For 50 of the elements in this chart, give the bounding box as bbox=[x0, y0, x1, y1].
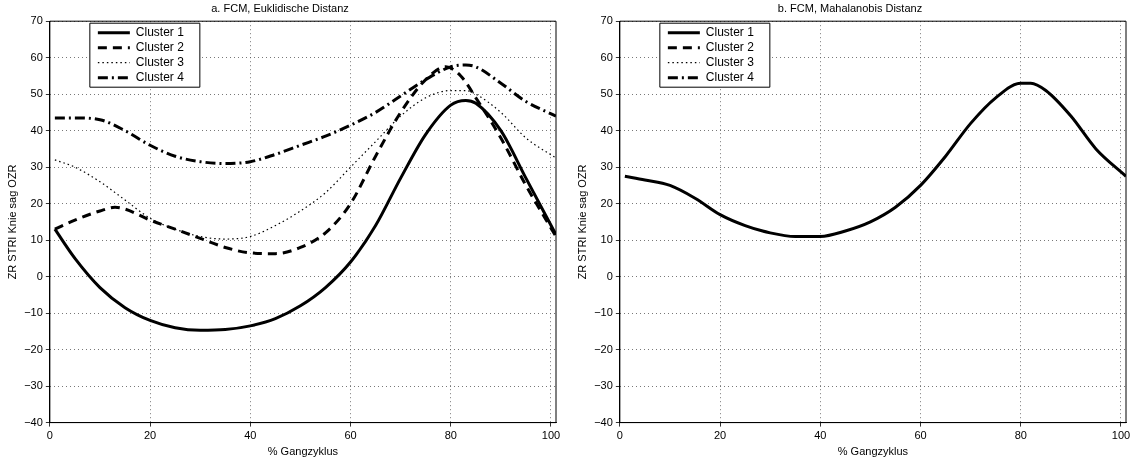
y-tick-label: 40 bbox=[30, 123, 43, 136]
x-axis-title: % Gangzyklus bbox=[837, 445, 909, 458]
legend-label: Cluster 4 bbox=[705, 70, 755, 85]
y-tick-label: 70 bbox=[30, 14, 43, 27]
legend-label: Cluster 3 bbox=[705, 55, 755, 70]
y-tick-label: −40 bbox=[24, 415, 43, 428]
y-tick-label: −20 bbox=[24, 342, 43, 355]
x-tick-label: 0 bbox=[616, 429, 623, 442]
y-tick-label: −10 bbox=[24, 306, 43, 319]
x-tick-label: 20 bbox=[143, 429, 157, 442]
y-tick-label: 20 bbox=[30, 196, 43, 209]
y-tick-label: 30 bbox=[600, 160, 613, 173]
y-tick-label: 10 bbox=[30, 233, 43, 246]
y-tick-label: 60 bbox=[600, 50, 613, 63]
y-tick-label: 0 bbox=[36, 269, 43, 282]
chart-title: b. FCM, Mahalanobis Distanz bbox=[777, 1, 923, 14]
legend-label: Cluster 1 bbox=[705, 25, 755, 40]
y-tick-label: −40 bbox=[594, 415, 613, 428]
y-tick-label: 40 bbox=[600, 123, 613, 136]
x-tick-label: 100 bbox=[541, 429, 561, 442]
x-tick-label: 60 bbox=[914, 429, 927, 442]
x-tick-label: 80 bbox=[444, 429, 457, 442]
y-axis-title: ZR STRI Knie sag OZR bbox=[575, 164, 588, 280]
y-tick-label: 50 bbox=[600, 87, 613, 100]
legend-label: Cluster 2 bbox=[705, 40, 755, 55]
y-tick-label: −30 bbox=[594, 379, 613, 392]
x-tick-label: 40 bbox=[244, 429, 257, 442]
x-tick-label: 80 bbox=[1014, 429, 1027, 442]
legend-label: Cluster 1 bbox=[135, 25, 185, 40]
y-tick-label: 20 bbox=[600, 196, 613, 209]
x-tick-label: 0 bbox=[46, 429, 53, 442]
y-axis-title: ZR STRI Knie sag OZR bbox=[5, 164, 18, 280]
y-tick-label: 50 bbox=[30, 87, 43, 100]
x-tick-label: 20 bbox=[713, 429, 727, 442]
legend-label: Cluster 2 bbox=[135, 40, 185, 55]
legend-label: Cluster 3 bbox=[135, 55, 185, 70]
y-tick-label: 10 bbox=[600, 233, 613, 246]
legend-label: Cluster 4 bbox=[135, 70, 185, 85]
y-tick-label: 30 bbox=[30, 160, 43, 173]
y-tick-label: −20 bbox=[594, 342, 613, 355]
y-tick-label: 60 bbox=[30, 50, 43, 63]
x-axis-title: % Gangzyklus bbox=[267, 445, 339, 458]
x-tick-label: 60 bbox=[344, 429, 357, 442]
x-tick-label: 40 bbox=[814, 429, 827, 442]
y-tick-label: 0 bbox=[606, 269, 613, 282]
y-tick-label: −30 bbox=[24, 379, 43, 392]
y-tick-label: 70 bbox=[600, 14, 613, 27]
x-tick-label: 100 bbox=[1111, 429, 1131, 442]
chart-title: a. FCM, Euklidische Distanz bbox=[211, 1, 349, 14]
y-tick-label: −10 bbox=[594, 306, 613, 319]
